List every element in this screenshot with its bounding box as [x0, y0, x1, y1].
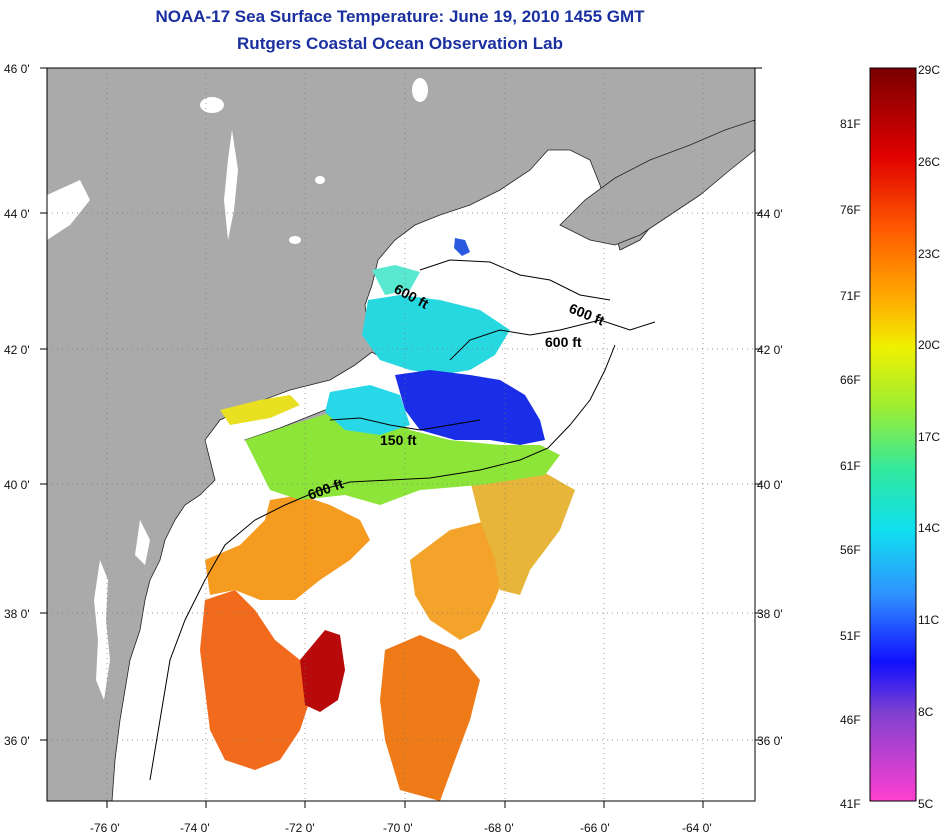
- lat-label-44: 44 0': [4, 207, 30, 221]
- lat-label-38: 38 0': [4, 607, 30, 621]
- cbar-f-51: 51F: [840, 629, 861, 643]
- sst-hot-core: [300, 630, 345, 712]
- lake-ontario-edge: [47, 180, 90, 240]
- lon-label-68: -68 0': [484, 821, 514, 835]
- lat-label-right-36: 36 0': [757, 734, 783, 748]
- sst-warm-south-west: [200, 590, 310, 770]
- contour-150ft: [329, 417, 481, 431]
- lake-2: [289, 236, 301, 244]
- cbar-c-26: 26C: [918, 155, 940, 169]
- lon-label-70: -70 0': [383, 821, 413, 835]
- sst-yellow-li: [220, 395, 300, 425]
- lat-label-46: 46 0': [4, 62, 30, 76]
- cbar-c-14: 14C: [918, 521, 940, 535]
- contour-600ft-shelf: [149, 344, 616, 781]
- contour-600ft-gom: [449, 319, 656, 361]
- map-title: NOAA-17 Sea Surface Temperature: June 19…: [155, 7, 645, 26]
- lon-label-76: -76 0': [90, 821, 120, 835]
- cbar-c-20: 20C: [918, 338, 940, 352]
- cbar-c-8: 8C: [918, 705, 934, 719]
- sst-blue-georges: [395, 370, 545, 445]
- cbar-c-11: 11C: [918, 613, 939, 627]
- sst-east-yellow: [470, 470, 575, 595]
- lat-label-right-38: 38 0': [757, 607, 783, 621]
- lat-label-36: 36 0': [4, 734, 30, 748]
- delaware-bay: [135, 520, 150, 565]
- lat-label-right-40: 40 0': [757, 478, 783, 492]
- colorbar: [869, 67, 917, 802]
- cbar-f-76: 76F: [840, 203, 861, 217]
- lat-label-40: 40 0': [4, 478, 30, 492]
- lat-label-right-42: 42 0': [757, 343, 783, 357]
- cbar-c-17: 17C: [918, 430, 940, 444]
- cbar-f-56: 56F: [840, 543, 861, 557]
- sst-orange-mid: [205, 495, 370, 600]
- lat-label-right-44: 44 0': [757, 207, 783, 221]
- sst-south-east-band: [380, 635, 480, 801]
- cbar-f-66: 66F: [840, 373, 861, 387]
- sst-cyan-gom: [362, 295, 510, 375]
- lon-label-72: -72 0': [285, 821, 315, 835]
- cbar-c-5: 5C: [918, 797, 934, 811]
- cbar-f-81: 81F: [840, 117, 861, 131]
- sst-blue-north: [454, 238, 470, 256]
- lon-label-64: -64 0': [682, 821, 712, 835]
- contour-label-3: 600 ft: [545, 334, 582, 350]
- land-nova-scotia: [559, 119, 755, 246]
- map-border: [46, 67, 756, 802]
- tick-marks: [40, 67, 762, 808]
- cbar-f-71: 71F: [840, 289, 861, 303]
- lat-label-42: 42 0': [4, 343, 30, 357]
- cbar-c-29: 29C: [918, 63, 940, 77]
- cbar-f-46: 46F: [840, 713, 861, 727]
- sst-shelf-green: [245, 408, 560, 505]
- chesapeake-bay: [94, 560, 110, 700]
- lake-1: [200, 97, 224, 113]
- lake-4: [315, 176, 325, 184]
- sst-cyan-north: [372, 265, 420, 295]
- lake-3: [412, 78, 428, 102]
- map-subtitle: Rutgers Coastal Ocean Observation Lab: [237, 34, 563, 53]
- cbar-f-61: 61F: [840, 459, 861, 473]
- contour-label-4: 150 ft: [380, 432, 417, 448]
- contour-600ft-north: [419, 259, 611, 301]
- bathymetry-contours: [149, 259, 656, 781]
- grid-lines: [47, 68, 755, 801]
- cbar-c-23: 23C: [918, 247, 940, 261]
- cbar-f-41: 41F: [840, 797, 861, 811]
- lon-label-74: -74 0': [180, 821, 210, 835]
- lon-label-66: -66 0': [580, 821, 610, 835]
- sst-cyan-shelf: [325, 385, 410, 435]
- lake-champlain: [224, 130, 238, 240]
